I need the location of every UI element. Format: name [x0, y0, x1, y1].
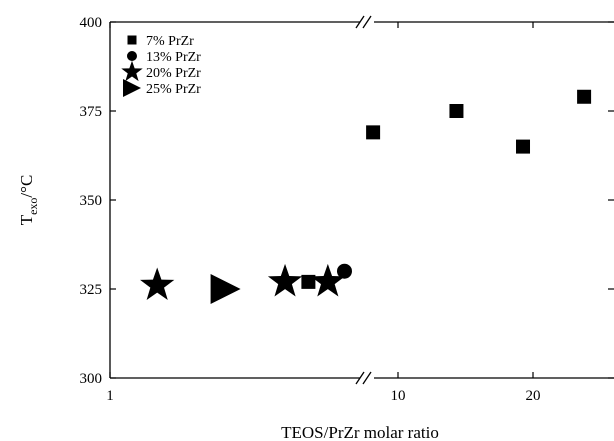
- y-tick-label: 375: [80, 104, 103, 120]
- x-ticks: 1 10 20: [106, 22, 541, 404]
- data-points: [140, 89, 592, 304]
- y-axis-title-text: Texo/°C: [17, 175, 40, 226]
- legend-marker-circle: [127, 51, 137, 61]
- x-axis-title: TEOS/PrZr molar ratio: [281, 423, 439, 441]
- y-tick-label: 325: [80, 282, 103, 298]
- top-axis-break-mark: [362, 15, 372, 29]
- bottom-axis-break-mark: [362, 371, 372, 385]
- data-point-triangle-right: [210, 274, 241, 304]
- data-point-circle: [336, 263, 352, 279]
- y-axis-title: Texo/°C: [17, 175, 40, 226]
- legend-label: 25% PrZr: [146, 82, 201, 97]
- y-tick-label: 350: [80, 193, 103, 209]
- data-point-square: [301, 274, 316, 289]
- y-tick-label: 400: [80, 15, 103, 31]
- legend-marker-triangle-right: [123, 79, 141, 97]
- y-tick-label: 300: [80, 371, 103, 387]
- x-tick-label: 10: [391, 388, 406, 404]
- legend-label: 7% PrZr: [146, 34, 194, 49]
- legend-label: 13% PrZr: [146, 50, 201, 65]
- data-point-square: [577, 89, 592, 104]
- x-tick-label: 1: [106, 388, 114, 404]
- data-point-square: [449, 104, 464, 118]
- data-point-star: [310, 263, 345, 297]
- legend-marker-star: [121, 60, 143, 82]
- legend-marker-square: [127, 35, 137, 45]
- data-point-square: [516, 139, 531, 154]
- data-point-star: [140, 267, 175, 300]
- data-point-star: [267, 263, 303, 297]
- legend-label: 20% PrZr: [146, 66, 201, 81]
- data-point-square: [366, 125, 381, 140]
- y-ticks: 300 325 350 375 400: [80, 15, 614, 387]
- x-tick-label: 20: [526, 388, 541, 404]
- top-axis-break-mark: [355, 15, 365, 29]
- bottom-axis-break-mark: [355, 371, 365, 385]
